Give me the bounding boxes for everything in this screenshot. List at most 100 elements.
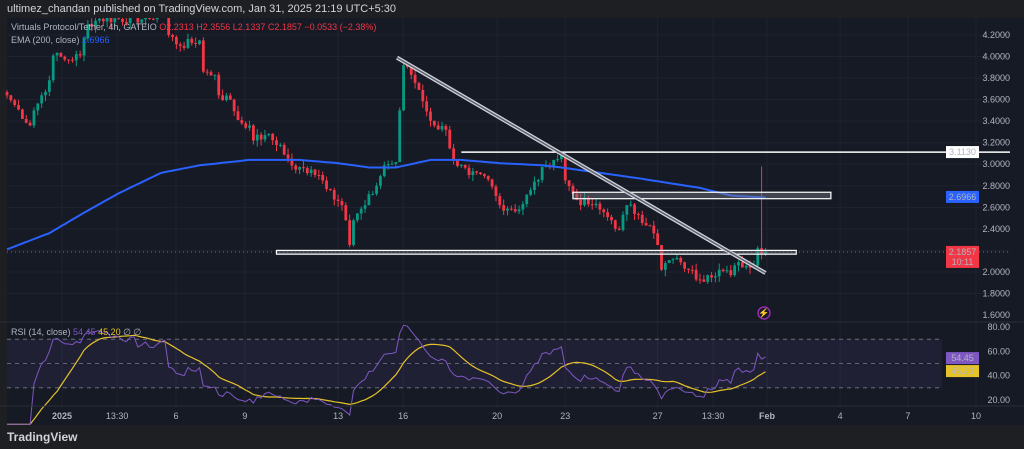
candle-body bbox=[232, 99, 236, 112]
candle-body bbox=[74, 54, 78, 61]
candle-body bbox=[201, 40, 205, 72]
candle-body bbox=[386, 164, 390, 166]
zone-rectangle[interactable] bbox=[572, 191, 832, 200]
candle-body bbox=[90, 24, 94, 27]
trendline-inner bbox=[396, 56, 766, 274]
candle-body bbox=[228, 95, 232, 100]
time-tick-label: 10 bbox=[971, 411, 981, 421]
candle-body bbox=[764, 251, 767, 255]
candle-body bbox=[124, 21, 128, 24]
price-tick-label: 2.6000 bbox=[982, 202, 1010, 212]
candle-body bbox=[756, 248, 760, 266]
candle-body bbox=[109, 18, 113, 23]
candle-body bbox=[290, 158, 294, 166]
candle-body bbox=[278, 144, 282, 146]
candle-body bbox=[402, 65, 405, 111]
candle-body bbox=[525, 194, 529, 205]
candle-body bbox=[82, 38, 86, 56]
candle-body bbox=[533, 181, 536, 191]
candle-body bbox=[175, 36, 178, 45]
candle-body bbox=[748, 265, 752, 268]
candle-body bbox=[629, 204, 633, 206]
candle-body bbox=[579, 199, 583, 206]
candle-body bbox=[444, 125, 448, 130]
candle-body bbox=[494, 186, 498, 197]
candle-body bbox=[409, 66, 413, 75]
candle-body bbox=[517, 209, 521, 212]
candle-body bbox=[282, 144, 286, 155]
candle-body bbox=[359, 208, 363, 214]
candle-body bbox=[171, 35, 174, 37]
candle-body bbox=[105, 18, 109, 22]
candle-body bbox=[355, 213, 359, 221]
candle-body bbox=[67, 59, 70, 61]
footer-bar: TradingView bbox=[0, 425, 1024, 449]
candle-body bbox=[217, 74, 221, 96]
candle-body bbox=[47, 80, 51, 92]
price-chart[interactable]: ⚡ 4.2000 4.0000 3.8000 3.6000 3.4000 3.2000 3.0… bbox=[0, 18, 1024, 425]
candle-body bbox=[209, 72, 213, 76]
candle-body bbox=[286, 154, 290, 159]
candle-body bbox=[633, 204, 636, 214]
left-border bbox=[0, 18, 7, 425]
candle-body bbox=[55, 52, 59, 56]
candle-body bbox=[452, 148, 455, 160]
tradingview-logo[interactable]: TradingView bbox=[7, 430, 78, 444]
candle-body bbox=[440, 125, 444, 130]
candle-body bbox=[275, 140, 278, 145]
candle-body bbox=[613, 220, 617, 229]
candle-body bbox=[698, 279, 702, 281]
candle-body bbox=[413, 74, 417, 83]
candle-body bbox=[509, 208, 513, 210]
candle-body bbox=[363, 205, 367, 209]
candle-body bbox=[513, 209, 517, 212]
candle-body bbox=[394, 162, 398, 164]
candle-body bbox=[594, 203, 598, 206]
candle-body bbox=[221, 95, 224, 101]
candle-body bbox=[660, 245, 663, 270]
candle-body bbox=[259, 134, 263, 140]
zone-rectangle[interactable] bbox=[275, 249, 797, 255]
candle-body bbox=[309, 169, 313, 174]
candle-body bbox=[694, 269, 698, 280]
candle-body bbox=[640, 214, 644, 224]
candle-body bbox=[5, 92, 9, 96]
candle-body bbox=[71, 59, 74, 61]
candle-body bbox=[86, 24, 90, 39]
price-tick-label: 4.0000 bbox=[982, 52, 1010, 62]
candle-body bbox=[598, 203, 602, 210]
candle-body bbox=[725, 270, 729, 272]
candle-body bbox=[59, 52, 63, 57]
candle-body bbox=[329, 189, 332, 191]
candle-body bbox=[244, 123, 248, 128]
candle-body bbox=[101, 18, 105, 22]
candle-body bbox=[336, 199, 340, 201]
candle-body bbox=[190, 38, 194, 44]
candle-body bbox=[32, 110, 36, 126]
candle-body bbox=[667, 260, 671, 264]
candle-body bbox=[371, 193, 375, 195]
price-tick-label: 3.4000 bbox=[982, 116, 1010, 126]
publisher-bar: ultimez_chandan published on TradingView… bbox=[0, 0, 1024, 18]
candle-body bbox=[263, 135, 267, 140]
price-tick-label: 1.6000 bbox=[982, 310, 1010, 320]
level-price-badge bbox=[946, 146, 979, 159]
candle-body bbox=[706, 275, 710, 282]
candle-body bbox=[321, 175, 325, 181]
candle-body bbox=[475, 171, 479, 173]
candle-body bbox=[606, 212, 609, 217]
publisher-text: ultimez_chandan published on TradingView… bbox=[7, 3, 397, 15]
time-tick-label: 13:30 bbox=[702, 411, 725, 421]
candle-body bbox=[248, 125, 251, 128]
lightning-icon[interactable] bbox=[757, 306, 771, 320]
rsi-badge bbox=[946, 352, 979, 365]
rsi-tick-label: 80.00 bbox=[987, 322, 1010, 332]
candle-body bbox=[379, 176, 382, 186]
rsi-tick-label: 40.00 bbox=[987, 371, 1010, 381]
candle-body bbox=[471, 171, 475, 176]
candle-body bbox=[382, 165, 386, 177]
candle-body bbox=[340, 200, 344, 206]
time-tick-label: 4 bbox=[838, 411, 843, 421]
candle-body bbox=[617, 228, 621, 230]
candle-body bbox=[575, 193, 579, 200]
